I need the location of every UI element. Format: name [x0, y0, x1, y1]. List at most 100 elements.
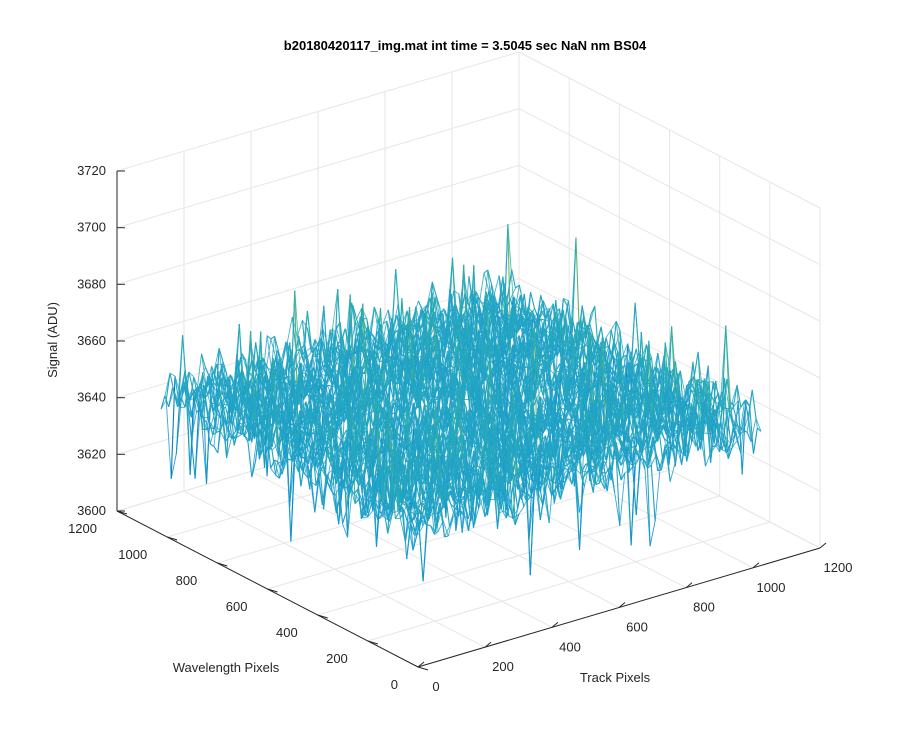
surface-segment	[566, 461, 571, 466]
surface-segment	[252, 357, 259, 373]
surface-segment	[418, 509, 424, 527]
surface-segment	[356, 307, 363, 320]
surface-segment	[460, 501, 465, 503]
surface-segment	[280, 341, 287, 362]
surface-segment	[293, 335, 300, 374]
surface-segment	[330, 452, 336, 485]
surface-segment	[752, 427, 758, 454]
surface-segment	[434, 530, 439, 535]
surface-segment	[368, 306, 375, 336]
surface-segment	[193, 389, 200, 411]
surface-segment	[528, 465, 534, 541]
surface-segment	[351, 302, 358, 320]
surface-segment	[491, 284, 498, 303]
surface-segment	[175, 400, 182, 454]
surface-segment	[421, 304, 428, 311]
surface-segment	[283, 401, 288, 404]
surface-segment	[578, 403, 584, 457]
surface-segment	[349, 321, 356, 351]
surface-segment	[339, 369, 345, 423]
surface-segment	[527, 471, 533, 496]
surface-segment	[211, 378, 216, 386]
surface-segment	[498, 275, 505, 303]
surface-segment	[459, 293, 466, 324]
surface-segment	[496, 335, 501, 338]
surface-segment	[318, 416, 323, 451]
surface-segment	[160, 395, 166, 410]
surface-segment	[309, 407, 314, 411]
surface-segment	[302, 320, 308, 329]
surface-segment	[318, 305, 325, 347]
surface-segment	[518, 284, 524, 303]
surface-segment	[206, 427, 211, 431]
surface-segment	[517, 366, 523, 374]
surface-segment	[410, 306, 417, 334]
surface-segment	[319, 364, 326, 373]
surface-segment	[643, 459, 649, 469]
surface-segment	[238, 323, 245, 395]
surface-segment	[324, 329, 331, 366]
surface-segment	[279, 381, 285, 386]
surface-segment	[401, 323, 408, 334]
surface-segment	[309, 339, 316, 385]
surface-segment	[329, 366, 335, 377]
surface-segment	[170, 453, 177, 479]
surface-segment	[542, 395, 548, 422]
surface-segment	[417, 300, 424, 313]
surface-segment	[165, 400, 172, 479]
surface-segment	[731, 401, 737, 417]
surface-segment	[487, 311, 492, 317]
surface-segment	[542, 300, 548, 311]
surface-segment	[303, 361, 308, 389]
surface-segment	[434, 297, 441, 308]
surface-segment	[331, 470, 337, 514]
surface-segment	[493, 275, 500, 296]
surface-segment	[512, 478, 517, 519]
surface-segment	[341, 511, 347, 524]
surface-segment	[562, 309, 568, 364]
surface-segment	[262, 357, 269, 370]
surface-segment	[305, 351, 311, 369]
surface-segment	[216, 367, 223, 380]
surface-segment	[400, 327, 407, 341]
surface-segment	[435, 295, 442, 329]
surface-segment	[286, 316, 293, 343]
surface-segment	[382, 320, 388, 324]
surface-segment	[314, 339, 321, 373]
surface-segment	[645, 430, 651, 547]
surface-segment	[164, 395, 170, 408]
surface-segment	[465, 291, 472, 307]
surface-segment	[392, 303, 399, 328]
surface-segment	[322, 327, 329, 344]
surface-segment	[391, 314, 398, 337]
surface-segment	[725, 411, 731, 453]
surface-segment	[543, 466, 549, 474]
surface-segment	[483, 269, 489, 274]
surface-segment	[164, 373, 171, 396]
surface-segment	[697, 379, 703, 390]
surface-segment	[477, 297, 484, 320]
floor-grid-line	[367, 521, 770, 642]
surface-segment	[274, 377, 279, 384]
surface-segment	[298, 335, 305, 362]
surface-segment	[343, 459, 349, 538]
side-wall-grid-line	[518, 221, 821, 379]
surface-segment	[188, 371, 194, 389]
surface-segment	[589, 323, 595, 339]
surface-layer	[160, 224, 762, 582]
surface-segment	[562, 298, 568, 307]
surface-segment	[513, 479, 519, 509]
surface-segment	[225, 374, 231, 382]
surface-segment	[169, 373, 175, 391]
surface-segment	[254, 371, 260, 385]
surface-segment	[353, 488, 359, 495]
back-wall-grid-line	[116, 164, 520, 285]
surface-segment	[605, 446, 611, 464]
surface-segment	[208, 370, 215, 377]
surface-segment	[688, 380, 694, 386]
surface-segment	[659, 425, 665, 439]
surface-segment	[367, 503, 372, 518]
surface-segment	[213, 446, 219, 454]
